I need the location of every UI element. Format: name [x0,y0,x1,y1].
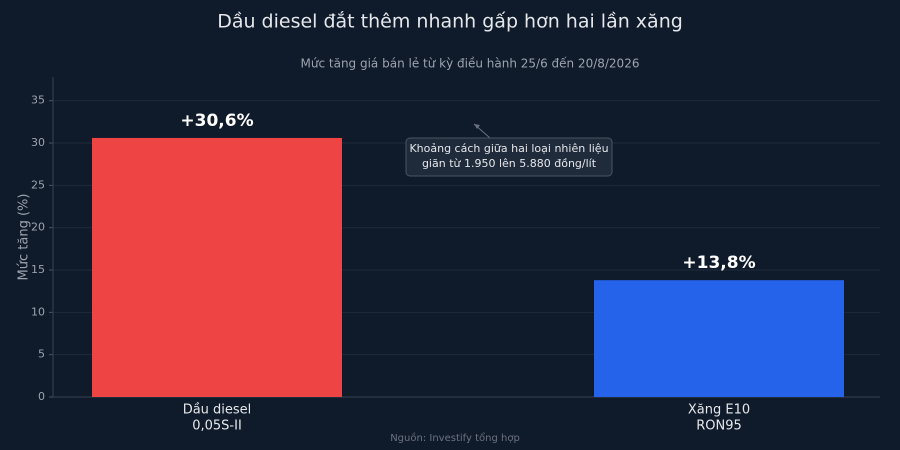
annotation-box [405,137,613,177]
value-label: +13,8% [682,253,755,273]
y-tick-label: 0 [38,390,45,403]
x-tick-label: Dầu diesel [183,403,252,418]
chart-subtitle: Mức tăng giá bán lẻ từ kỳ điều hành 25/6… [301,57,640,71]
source-note: Nguồn: Investify tổng hợp [390,431,520,444]
y-tick-label: 20 [31,221,45,234]
y-tick-label: 10 [31,305,45,318]
x-tick-label: RON95 [696,419,742,434]
x-tick-label: Xăng E10 [688,403,750,418]
bar [92,137,342,397]
annotation: Khoảng cách giữa hai loại nhiên liệu [409,142,608,155]
value-label: +30,6% [180,111,253,131]
y-tick-label: 25 [31,178,45,191]
y-tick-label: 30 [31,136,45,149]
bar [594,280,844,397]
y-axis-label: Mức tăng (%) [17,194,32,281]
annotation: giãn từ 1.950 lên 5.880 đồng/lít [422,157,597,170]
y-tick-label: 15 [31,263,45,276]
y-tick-label: 5 [38,348,45,361]
chart-title: Dầu diesel đắt thêm nhanh gấp hơn hai lầ… [217,10,683,33]
annotation-arrowhead [474,124,480,129]
x-tick-label: 0,05S-II [192,419,242,434]
y-tick-label: 35 [31,94,45,107]
